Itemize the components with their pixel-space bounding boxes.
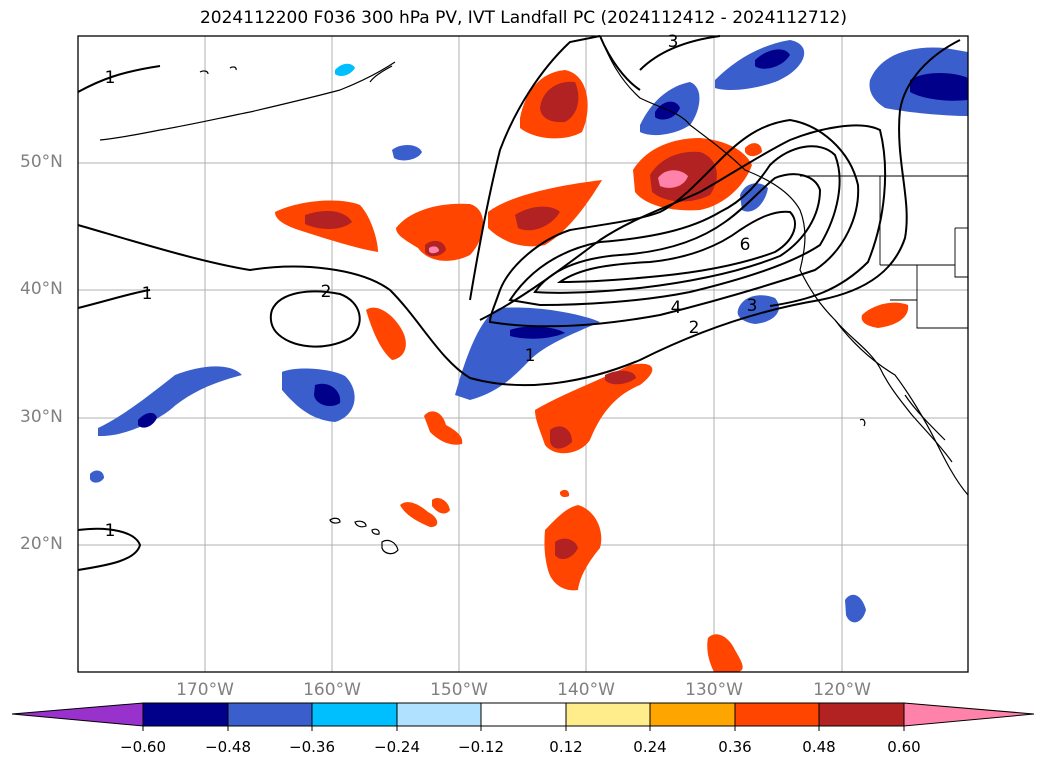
contour-label: 4 <box>671 298 682 318</box>
contour-label: 1 <box>105 68 116 88</box>
pv-neg-region <box>98 366 242 437</box>
contour-label: 2 <box>321 282 332 302</box>
lat-label: 50°N <box>20 152 63 172</box>
lon-label: 170°W <box>176 680 234 700</box>
pv-pos-core <box>550 426 572 449</box>
pv-neg-light <box>335 63 355 76</box>
pv-pos-core <box>605 370 636 385</box>
ivt-contours <box>77 35 961 571</box>
colorbar-tick-label: 0.60 <box>887 738 921 756</box>
contour-label: 1 <box>142 284 153 304</box>
colorbar-segment <box>396 702 482 727</box>
lon-label: 130°W <box>685 680 743 700</box>
pv-neg-core <box>755 49 790 69</box>
contour-label: 1 <box>525 346 536 366</box>
pv-pos-region <box>424 411 463 445</box>
colorbar-tick-label: 0.24 <box>633 738 667 756</box>
colorbar-segment <box>142 702 229 727</box>
colorbar-tick-label: 0.36 <box>718 738 752 756</box>
pv-neg-region <box>845 594 866 623</box>
islands <box>199 66 866 555</box>
colorbar-segment <box>311 702 398 727</box>
lon-label: 140°W <box>557 680 615 700</box>
colorbar-tick-label: −0.36 <box>289 738 335 756</box>
pv-pos-region <box>861 302 909 328</box>
pv-neg-core <box>910 73 968 101</box>
pv-neg-core <box>510 326 565 339</box>
pv-pos-region <box>396 203 484 261</box>
pv-neg-core <box>655 101 680 120</box>
lat-label: 40°N <box>20 279 63 299</box>
pv-positive-shading <box>275 70 909 672</box>
colorbar-tick-label: 0.48 <box>802 738 836 756</box>
colorbar-tick-label: −0.60 <box>120 738 166 756</box>
colorbar-tick-label: 0.12 <box>549 738 583 756</box>
colorbar <box>11 702 1035 731</box>
pv-pos-core <box>540 81 579 123</box>
lon-label: 150°W <box>430 680 488 700</box>
colorbar-tick-label: −0.12 <box>458 738 504 756</box>
pv-pos-region <box>400 502 438 528</box>
colorbar-extend-low <box>11 702 144 727</box>
colorbar-extend-high <box>903 702 1035 727</box>
colorbar-tick-label: −0.24 <box>374 738 420 756</box>
pv-neg-core <box>138 412 157 428</box>
pv-pos-core <box>305 210 352 229</box>
contour-label: 2 <box>689 318 700 338</box>
pv-neg-core <box>314 383 341 407</box>
lat-label: 20°N <box>20 534 63 554</box>
pv-pos-region <box>432 498 450 514</box>
boundaries <box>800 175 968 329</box>
lat-label: 30°N <box>20 407 63 427</box>
lon-label: 120°W <box>813 680 871 700</box>
contour-label: 3 <box>747 296 758 316</box>
colorbar-segment <box>649 702 736 727</box>
colorbar-segment <box>734 702 820 727</box>
pv-pos-region <box>366 307 406 360</box>
colorbar-segment <box>480 702 567 727</box>
colorbar-segment <box>227 702 313 727</box>
contour-label: 3 <box>668 32 679 52</box>
pv-pos-core <box>515 206 560 231</box>
colorbar-segment <box>565 702 651 727</box>
map-title: 2024112200 F036 300 hPa PV, IVT Landfall… <box>199 8 847 28</box>
pv-neg-region <box>392 144 422 161</box>
pv-negative-shading <box>90 40 968 623</box>
pv-pos-peak <box>658 170 688 188</box>
map-border <box>77 35 969 673</box>
pv-neg-region <box>90 470 104 483</box>
colorbar-tick-label: −0.48 <box>205 738 251 756</box>
lon-label: 160°W <box>303 680 361 700</box>
coastlines <box>99 35 969 496</box>
pv-pos-core <box>555 538 578 560</box>
contour-label: 1 <box>105 521 116 541</box>
pv-pos-region <box>560 489 570 498</box>
contour-label: 6 <box>740 235 751 255</box>
pv-pos-region <box>707 634 743 672</box>
colorbar-segment <box>818 702 905 727</box>
pv-pos-peak <box>429 246 439 254</box>
pv-pos-region <box>745 143 762 157</box>
pv-neg-region <box>455 307 600 400</box>
